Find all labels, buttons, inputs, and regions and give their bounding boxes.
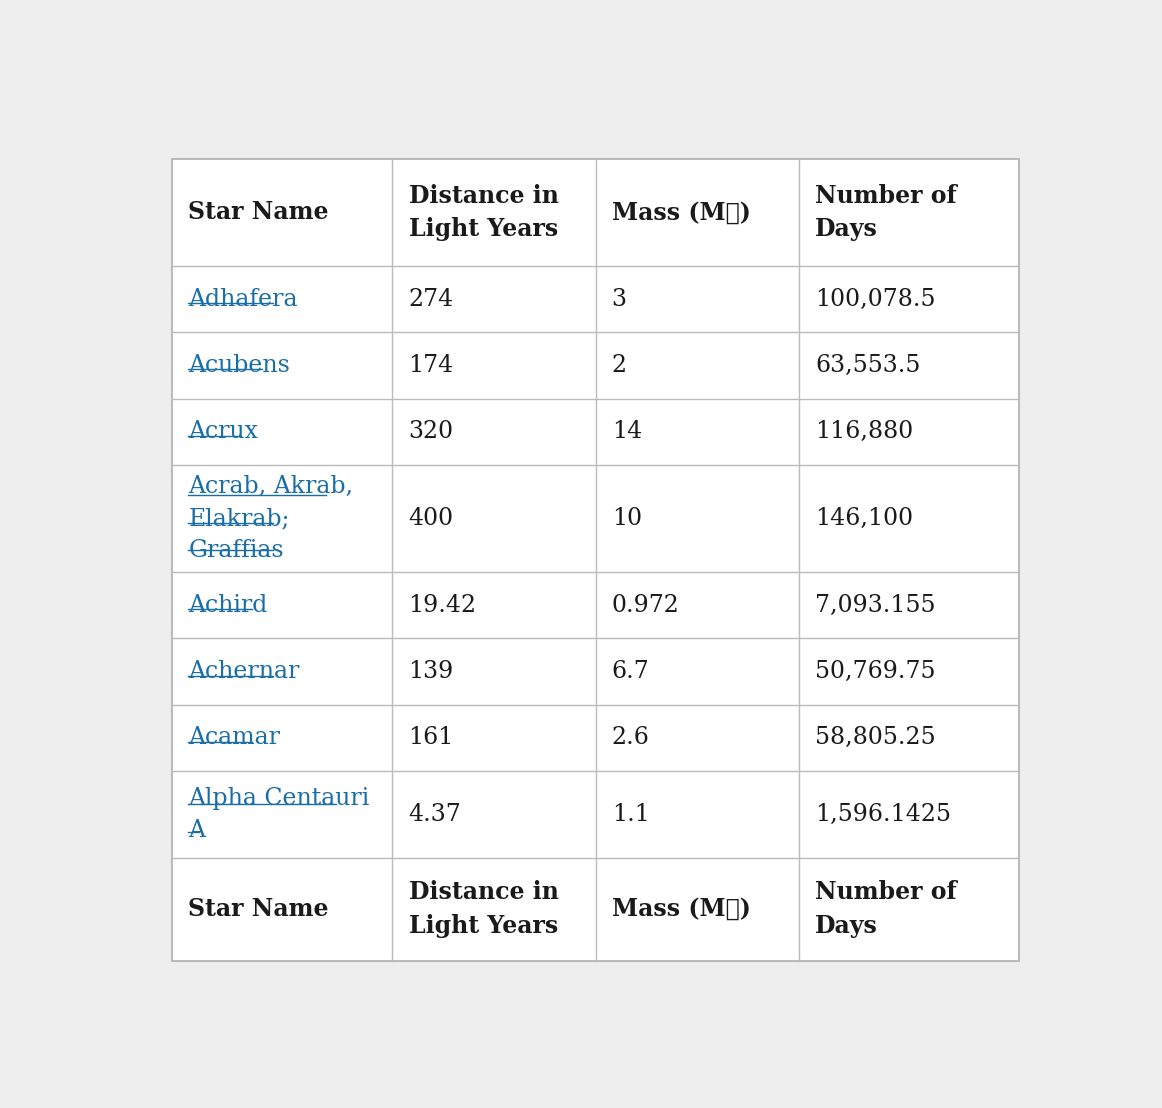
Text: 63,553.5: 63,553.5 — [815, 353, 920, 377]
Text: Acubens: Acubens — [188, 353, 290, 377]
Text: 1.1: 1.1 — [611, 802, 650, 825]
Text: 19.42: 19.42 — [409, 594, 476, 617]
Text: 274: 274 — [409, 288, 454, 311]
Text: 100,078.5: 100,078.5 — [815, 288, 935, 311]
Text: 146,100: 146,100 — [815, 507, 913, 530]
Text: 400: 400 — [409, 507, 453, 530]
Text: 6.7: 6.7 — [611, 660, 650, 683]
Text: 4.37: 4.37 — [409, 802, 461, 825]
Text: 2: 2 — [611, 353, 626, 377]
Text: Achird: Achird — [188, 594, 268, 617]
Text: 320: 320 — [409, 420, 453, 443]
Text: Adhafera: Adhafera — [188, 288, 297, 311]
Text: 161: 161 — [409, 726, 454, 749]
Text: Number of
Days: Number of Days — [815, 184, 956, 242]
Text: 7,093.155: 7,093.155 — [815, 594, 935, 617]
Text: Distance in
Light Years: Distance in Light Years — [409, 880, 559, 937]
Text: 1,596.1425: 1,596.1425 — [815, 802, 951, 825]
Text: Star Name: Star Name — [188, 201, 329, 225]
Text: 139: 139 — [409, 660, 454, 683]
Text: Star Name: Star Name — [188, 897, 329, 921]
Text: Number of
Days: Number of Days — [815, 880, 956, 937]
Text: 116,880: 116,880 — [815, 420, 913, 443]
Text: Mass (M☉): Mass (M☉) — [611, 201, 751, 225]
Text: 174: 174 — [409, 353, 454, 377]
Text: 58,805.25: 58,805.25 — [815, 726, 935, 749]
Text: 50,769.75: 50,769.75 — [815, 660, 935, 683]
Text: Achernar: Achernar — [188, 660, 300, 683]
Text: Mass (M☉): Mass (M☉) — [611, 897, 751, 921]
Text: 2.6: 2.6 — [611, 726, 650, 749]
Text: 10: 10 — [611, 507, 641, 530]
Text: Acrab, Akrab,
Elakrab;
Graffias: Acrab, Akrab, Elakrab; Graffias — [188, 475, 353, 562]
Text: Acrux: Acrux — [188, 420, 258, 443]
Text: Alpha Centauri
A: Alpha Centauri A — [188, 787, 370, 842]
Text: 14: 14 — [611, 420, 641, 443]
Text: 0.972: 0.972 — [611, 594, 680, 617]
Text: 3: 3 — [611, 288, 626, 311]
Text: Distance in
Light Years: Distance in Light Years — [409, 184, 559, 242]
Text: Acamar: Acamar — [188, 726, 280, 749]
